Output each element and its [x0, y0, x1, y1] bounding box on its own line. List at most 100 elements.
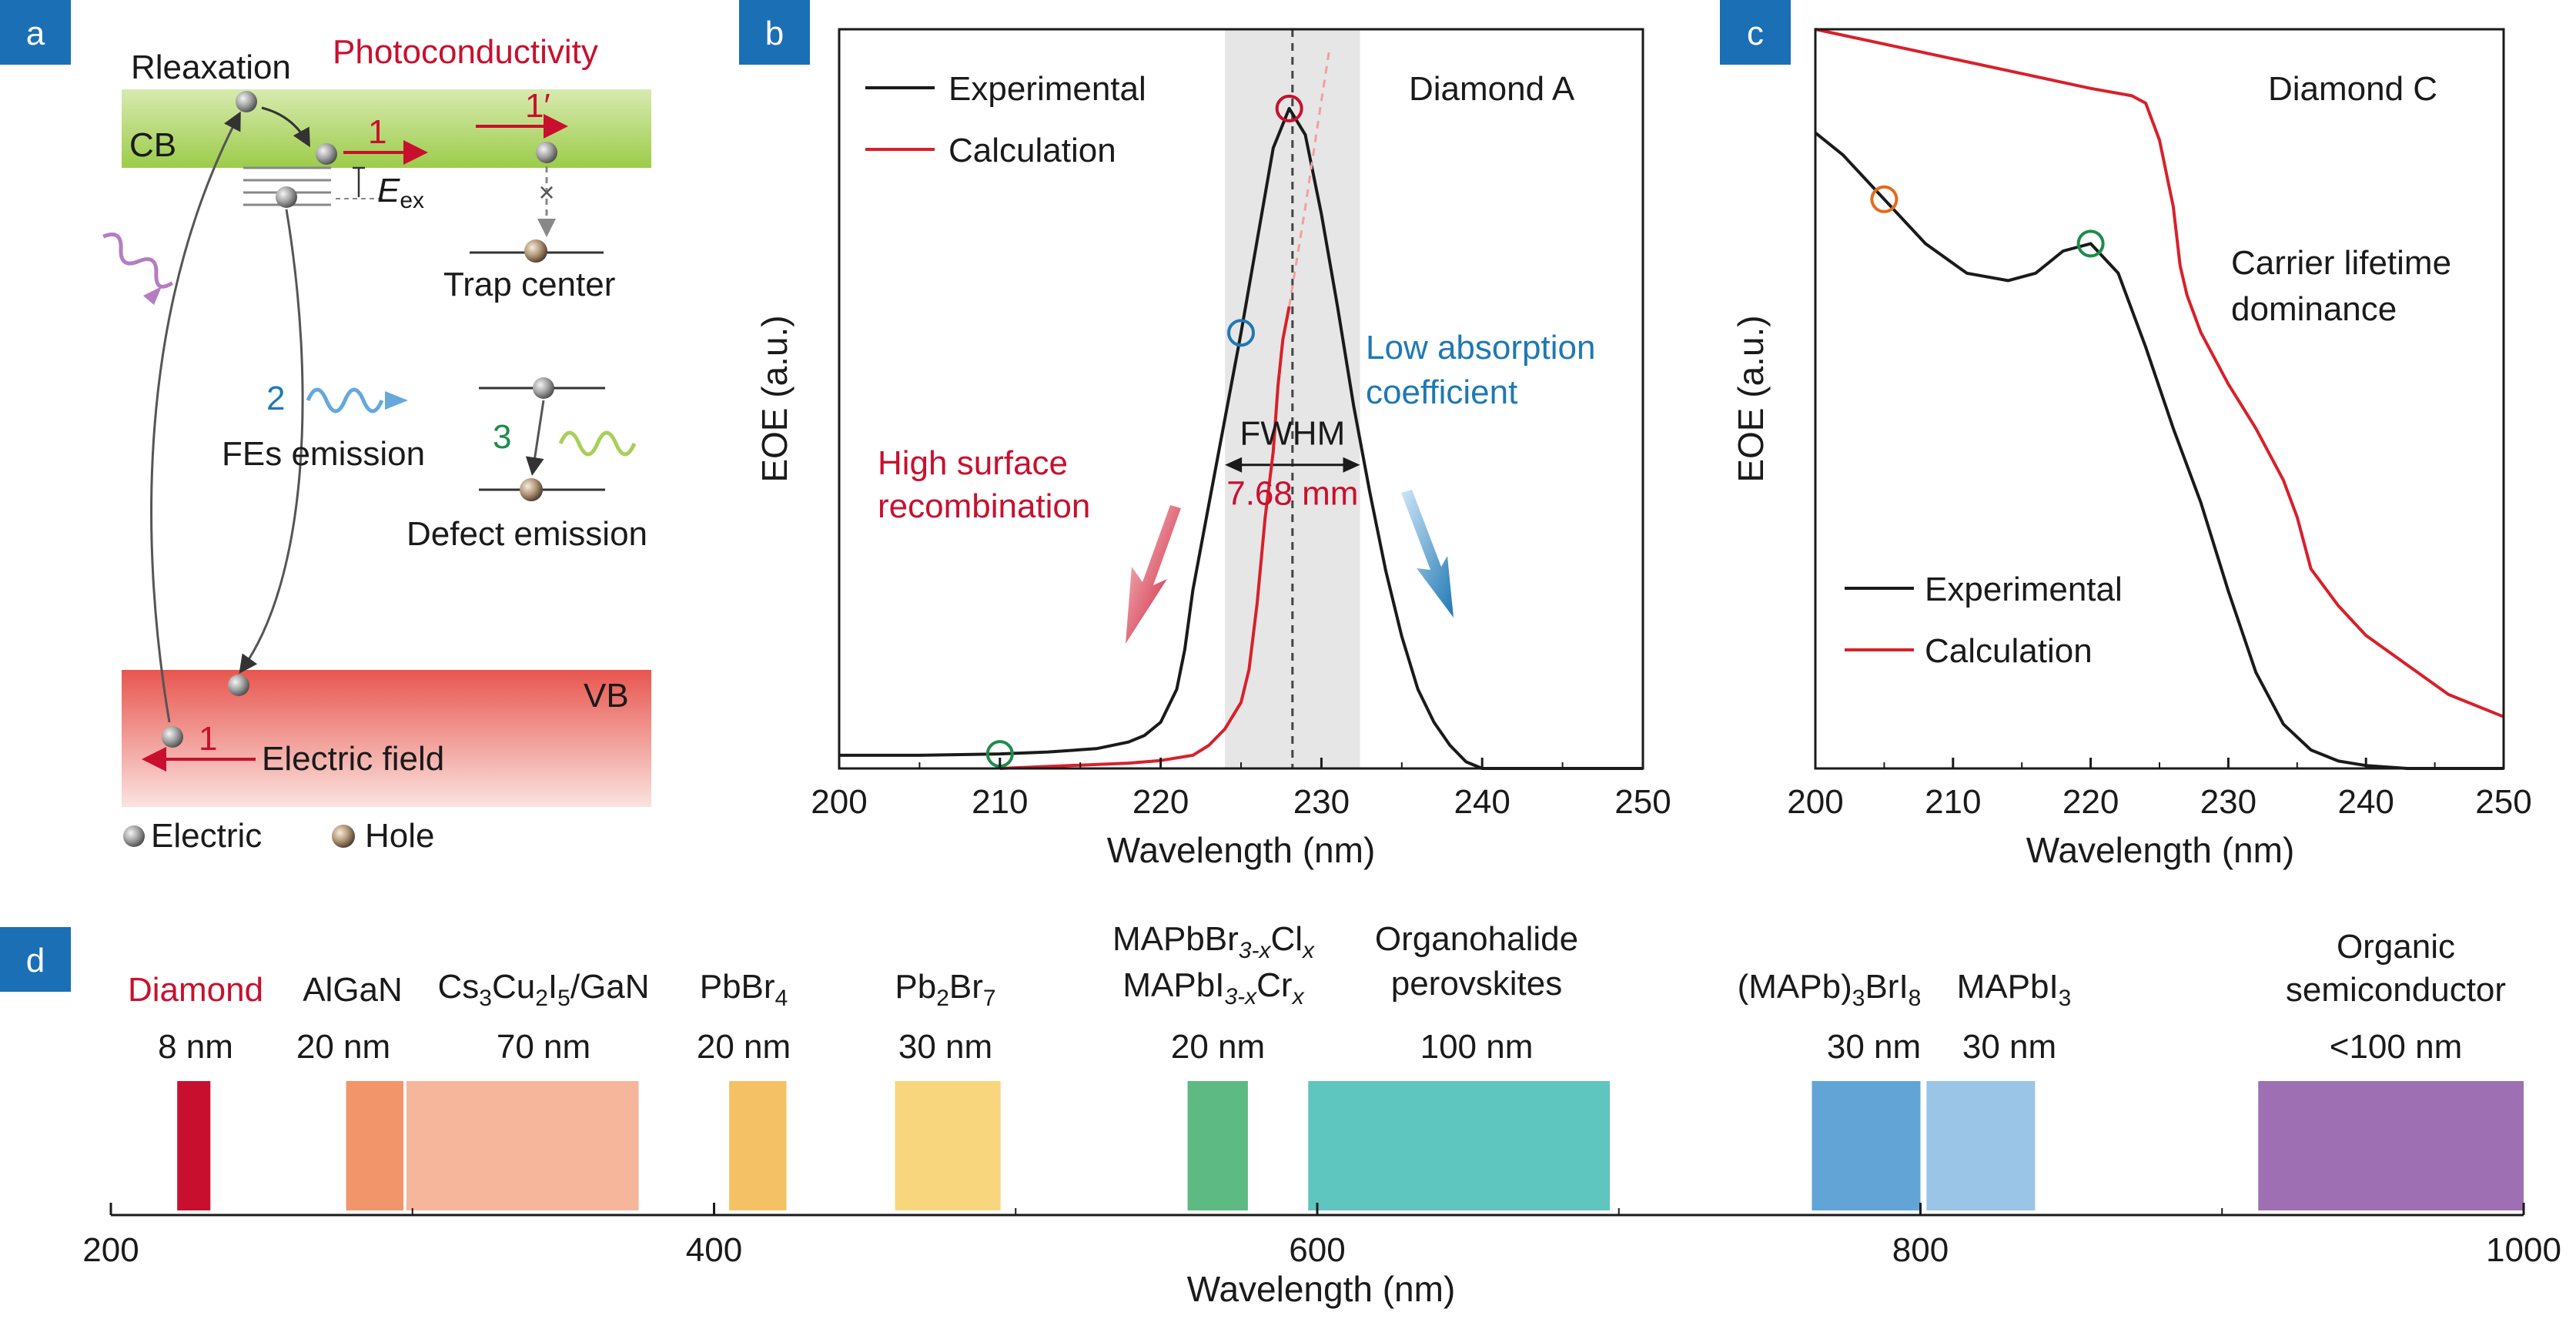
panel-c-annotation-line2: dominance: [2231, 290, 2397, 328]
electron-vb: [162, 726, 183, 748]
panel-c-plot-area: 200 210 220 230 240 250: [1787, 28, 2532, 821]
value-organic: <100 nm: [2330, 1028, 2462, 1066]
value-pb2br7: 30 nm: [898, 1028, 992, 1066]
value-mapbi3: 30 nm: [1962, 1028, 2056, 1066]
label-perovskites: perovskites: [1391, 965, 1563, 1003]
arrow-1-label: 1: [368, 113, 386, 151]
panel-c-ylabel: EOE (a.u.): [1731, 315, 1771, 482]
annotation-right-line2: coefficient: [1366, 373, 1517, 411]
panel-c-xlabel: Wavelength (nm): [2026, 830, 2295, 870]
marker-circle-1: [2076, 229, 2105, 258]
panel-d: d 200 400 600 800 1000 Wavelength (nm) Diamo…: [0, 920, 2561, 1309]
legend-hole-label: Hole: [365, 817, 435, 855]
defect-transition-arrow: [525, 400, 545, 476]
value-mapb3-bri8: 30 nm: [1827, 1028, 1921, 1066]
marker-circle-2: [1275, 94, 1303, 122]
blue-gradient-arrow: [1401, 490, 1454, 618]
d-x-tick-label-4: 1000: [2486, 1231, 2561, 1269]
value-organohalide: 100 nm: [1420, 1028, 1534, 1066]
excitation-arrow: [150, 111, 241, 723]
series-line-1: [1815, 28, 2504, 718]
panel-c-sample-label: Diamond C: [2268, 70, 2437, 108]
panel-b-xlabel: Wavelength (nm): [1107, 830, 1376, 870]
bar-6: [1308, 1081, 1610, 1210]
arrow-1prime-label: 1′: [525, 87, 550, 125]
panel-c-legend-experimental-label: Experimental: [1925, 571, 2123, 608]
panel-c-frame: [1814, 28, 2505, 770]
bar-4: [895, 1081, 1001, 1210]
panel-label-c-bg: [1720, 0, 1791, 65]
panel-b-ylabel: EOE (a.u.): [754, 315, 795, 482]
x-tick-label-4: 240: [2337, 783, 2394, 821]
x-tick-label-5: 250: [1614, 783, 1671, 821]
legend-electric-icon: [123, 825, 145, 847]
fes-number: 2: [266, 380, 285, 417]
fwhm-arrowhead-left: [1225, 457, 1243, 473]
panel-b-sample-label: Diamond A: [1409, 70, 1575, 108]
legend-calculation-label: Calculation: [948, 132, 1116, 169]
bar-3: [729, 1081, 787, 1210]
electron-cb: [316, 143, 337, 165]
bar-9: [2258, 1081, 2524, 1210]
electron-trap-path: [536, 142, 557, 163]
vb-label: VB: [584, 677, 629, 715]
x-tick-label-1: 210: [972, 783, 1028, 821]
defect-number: 3: [493, 418, 511, 456]
annotation-left-line1: High surface: [878, 444, 1068, 482]
bar-0: [177, 1081, 211, 1210]
defect-emission-wave: [558, 430, 637, 457]
series-line-0: [1814, 131, 2504, 770]
label-semiconductor: semiconductor: [2286, 971, 2506, 1009]
label-organohalide: Organohalide: [1375, 920, 1578, 958]
recombination-arrow: [239, 209, 304, 674]
panel-label-d-bg: [0, 927, 71, 992]
electron-exciton: [276, 186, 297, 208]
label-mapbbr3-xclx: MAPbBr3-xClx: [1112, 920, 1315, 963]
label-mapbi3-xcrx: MAPbI3-xCrx: [1122, 966, 1304, 1009]
electric-field-label: Electric field: [262, 740, 444, 778]
value-pbbr4: 20 nm: [697, 1028, 791, 1066]
annotation-left-line2: recombination: [878, 487, 1090, 525]
arrow-1-vb-label: 1: [199, 720, 217, 758]
marker-circle-0: [1870, 185, 1899, 213]
x-tick-label-3: 230: [2200, 783, 2257, 821]
bar-2: [406, 1081, 639, 1210]
panel-label-d: d: [26, 942, 45, 979]
panel-label-b-bg: [739, 0, 810, 65]
x-tick-label-2: 220: [2062, 783, 2119, 821]
defect-hole-lower: [520, 478, 543, 501]
panel-c: c 200 210 220 230 240 250 EOE (a.u.) Waveleng…: [1720, 0, 2532, 870]
fes-emission-wave: [306, 387, 384, 413]
x-tick-label-2: 220: [1132, 783, 1189, 821]
x-tick-label-5: 250: [2475, 783, 2531, 821]
fes-emission-label: FEs emission: [222, 435, 425, 473]
x-tick-label-1: 210: [1925, 783, 1981, 821]
label-cs3cu2i5-gan: Cs3Cu2I5/GaN: [437, 968, 649, 1011]
d-x-tick-label-1: 400: [686, 1231, 742, 1269]
legend-electric-label: Electric: [151, 817, 262, 855]
cb-label: CB: [129, 126, 176, 164]
defect-electron-upper: [533, 377, 554, 399]
eex-label: Eex: [377, 172, 424, 213]
photoconductivity-label: Photoconductivity: [333, 33, 598, 71]
panel-c-legend-calculation-label: Calculation: [1925, 632, 2093, 670]
series-line-0: [839, 106, 1643, 770]
value-mapb-mixed: 20 nm: [1171, 1028, 1265, 1066]
blocked-cross: ×: [538, 176, 554, 208]
annotation-right-line1: Low absorption: [1366, 329, 1595, 367]
value-cs3cu2i5: 70 nm: [497, 1028, 590, 1066]
d-x-tick-label-0: 200: [82, 1231, 139, 1269]
fwhm-value: 7.68 mm: [1226, 475, 1358, 513]
fwhm-arrowhead-right: [1343, 457, 1360, 473]
x-tick-label-0: 200: [1787, 783, 1843, 821]
panel-a: a CB VB Rleaxation Photoconductivity Eex…: [0, 0, 651, 855]
x-tick-label-0: 200: [811, 783, 867, 821]
bar-7: [1812, 1081, 1921, 1210]
marker-circle-1: [1227, 319, 1255, 347]
x-tick-label-3: 230: [1293, 783, 1350, 821]
legend-hole-icon: [332, 825, 355, 848]
d-x-tick-label-2: 600: [1289, 1231, 1345, 1269]
relaxation-arrow: [261, 106, 310, 148]
trap-center-label: Trap center: [443, 266, 615, 303]
